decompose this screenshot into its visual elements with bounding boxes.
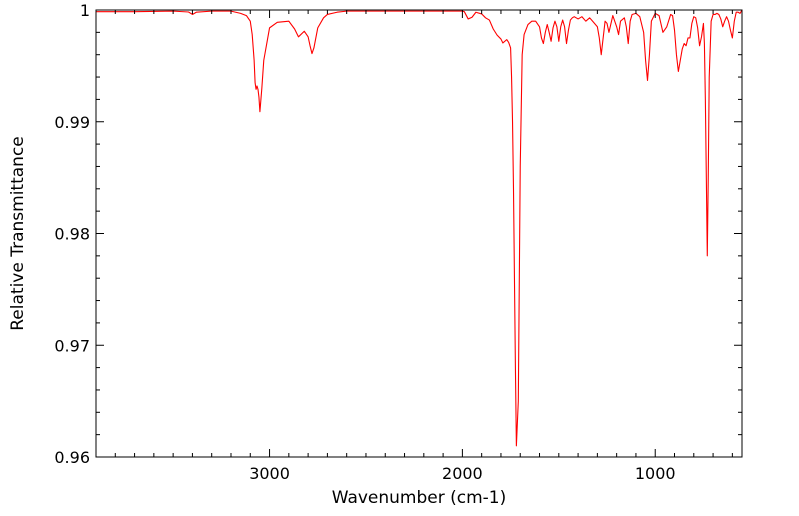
y-tick-label: 0.98 <box>54 225 90 244</box>
x-tick-label: 3000 <box>249 464 290 483</box>
y-tick-label: 0.99 <box>54 113 90 132</box>
tick-labels-layer: 3000 2000 1000 0.96 0.97 0.98 0.99 1 <box>54 1 675 483</box>
y-tick-label: 0.97 <box>54 336 90 355</box>
spectrum-line <box>96 10 742 447</box>
plot-frame <box>95 9 743 458</box>
y-tick-label: 0.96 <box>54 448 90 467</box>
series-layer <box>96 10 742 447</box>
x-axis-label: Wavenumber (cm-1) <box>332 488 507 508</box>
x-tick-label: 2000 <box>442 464 483 483</box>
x-tick-label: 1000 <box>635 464 676 483</box>
y-tick-label: 1 <box>80 1 90 20</box>
ticks-layer <box>95 9 742 458</box>
y-axis-label: Relative Transmittance <box>8 136 28 331</box>
